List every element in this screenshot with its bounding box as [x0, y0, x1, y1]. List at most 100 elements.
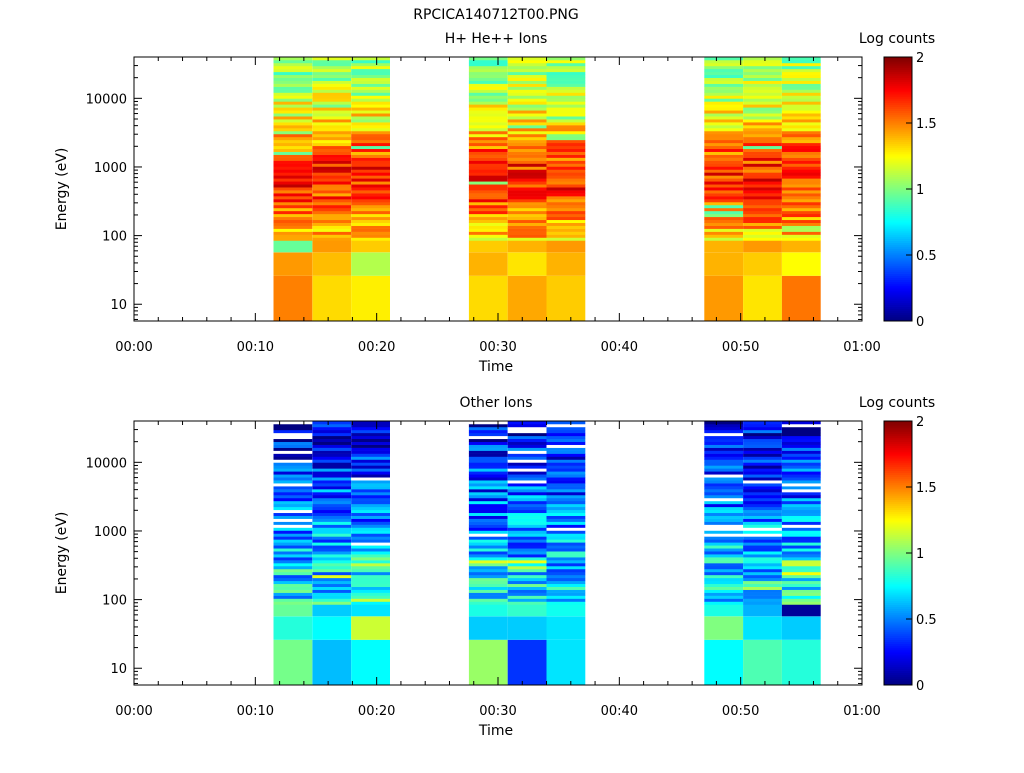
heatmap-cell [781, 554, 821, 558]
colorbar-swatch [884, 232, 912, 235]
heatmap-cell [781, 234, 821, 238]
colorbar-swatch [884, 656, 912, 659]
heatmap-cell [312, 86, 352, 90]
heatmap-cell [704, 560, 744, 564]
colorbar-swatch [884, 302, 912, 305]
heatmap-cell [312, 506, 352, 511]
heatmap-cell [704, 551, 744, 555]
colorbar-swatch [884, 69, 912, 72]
heatmap-cell [312, 59, 352, 64]
heatmap-cell [273, 193, 313, 197]
heatmap-cell [781, 580, 821, 585]
heatmap-cell [743, 163, 782, 167]
heatmap-cell [507, 509, 547, 514]
heatmap-cell [507, 595, 547, 599]
heatmap-cell [312, 447, 352, 451]
colorbar-swatch [884, 158, 912, 161]
heatmap-cell [507, 110, 547, 114]
heatmap-cell [507, 480, 547, 484]
heatmap-cell [743, 193, 782, 197]
heatmap-cell [704, 639, 744, 685]
heatmap-cell [312, 80, 352, 84]
heatmap-cell [273, 571, 313, 576]
heatmap-cell [781, 104, 821, 108]
heatmap-cell [273, 222, 313, 226]
heatmap-cell [743, 527, 782, 531]
heatmap-cell [546, 116, 586, 120]
colorbar-swatch [884, 658, 912, 661]
colorbar-swatch [884, 649, 912, 653]
heatmap-cell [781, 196, 821, 200]
colorbar-swatch [884, 292, 912, 295]
colorbar-swatch [884, 532, 912, 535]
heatmap-cell [507, 444, 547, 448]
heatmap-cell [312, 554, 352, 558]
heatmap-cell [546, 187, 586, 191]
heatmap-cell [546, 447, 586, 451]
heatmap-cell [704, 586, 744, 590]
heatmap-cell [704, 222, 744, 226]
heatmap-cell [507, 139, 547, 144]
colorbar-swatch [884, 147, 912, 151]
heatmap-cell [781, 548, 821, 552]
heatmap-cell [507, 447, 547, 451]
heatmap-cell [781, 193, 821, 197]
heatmap-cell [704, 548, 744, 552]
heatmap-cell [781, 536, 821, 540]
colorbar-swatch [884, 505, 912, 509]
heatmap-cell [351, 432, 390, 437]
heatmap-cell [351, 216, 390, 221]
heatmap-cell [781, 163, 821, 167]
heatmap-cell [781, 92, 821, 96]
heatmap-cell [273, 586, 313, 590]
heatmap-cell [273, 450, 313, 454]
heatmap-cell [351, 59, 390, 64]
colorbar-swatch [884, 542, 912, 546]
heatmap-cell [468, 59, 508, 64]
heatmap-cell [743, 119, 782, 123]
heatmap-cell [781, 133, 821, 138]
heatmap-cell [546, 62, 586, 67]
heatmap-cell [704, 515, 744, 519]
colorbar-swatch [884, 156, 912, 159]
heatmap-cell [743, 444, 782, 448]
x-tick-label: 01:00 [843, 704, 880, 719]
heatmap-cell [781, 199, 821, 203]
heatmap-cell [704, 545, 744, 549]
heatmap-cell [312, 483, 352, 487]
heatmap-cell [351, 518, 390, 522]
heatmap-cell [507, 453, 547, 457]
heatmap-cell [743, 139, 782, 144]
heatmap-cell [704, 432, 744, 437]
colorbar-swatch [884, 205, 912, 208]
heatmap-cell [273, 560, 313, 564]
heatmap-cell [351, 89, 390, 93]
heatmap-cell [507, 462, 547, 466]
colorbar-swatch [884, 520, 912, 523]
colorbar-swatch [884, 300, 912, 303]
heatmap-cell [743, 228, 782, 232]
heatmap-cell [546, 92, 586, 96]
heatmap-cell [546, 521, 586, 525]
heatmap-cell [312, 175, 352, 179]
heatmap-cell [507, 65, 547, 70]
heatmap-cell [312, 539, 352, 543]
heatmap-cell [546, 216, 586, 221]
colorbar-swatch [884, 509, 912, 513]
heatmap-cell [743, 86, 782, 90]
heatmap-cell [351, 57, 390, 61]
heatmap-cell [743, 601, 782, 605]
heatmap-cell [781, 595, 821, 599]
heatmap-cell [743, 207, 782, 212]
heatmap-cell [507, 234, 547, 238]
colorbar-swatch [884, 153, 912, 157]
heatmap-cell [704, 139, 744, 144]
heatmap-cell [468, 213, 508, 218]
heatmap-cell [546, 68, 586, 73]
heatmap-cell [468, 524, 508, 528]
heatmap-cell [468, 577, 508, 582]
heatmap-cell [312, 157, 352, 161]
heatmap-cell [273, 95, 313, 99]
heatmap-cell [704, 157, 744, 161]
y-tick-label: 10000 [86, 92, 127, 107]
